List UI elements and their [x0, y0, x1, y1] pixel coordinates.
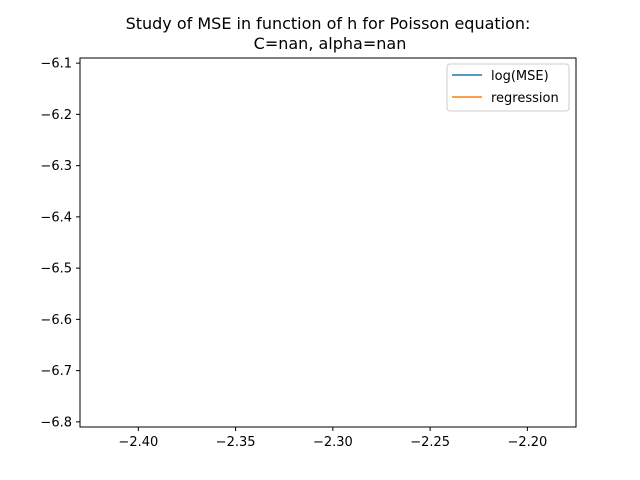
- legend-label-regression: regression: [491, 91, 559, 106]
- y-tick-label: −6.3: [40, 159, 72, 174]
- legend-label-log-mse: log(MSE): [491, 69, 549, 84]
- y-tick-label: −6.1: [40, 57, 72, 72]
- plot-frame: [79, 57, 577, 428]
- x-tick-label: −2.20: [507, 435, 547, 450]
- y-tick-label: −6.7: [40, 364, 72, 379]
- y-axis-ticks: −6.1 −6.2 −6.3 −6.4 −6.5 −6.6 −6.7 −6.8: [40, 57, 80, 430]
- chart-title-line-2: C=nan, alpha=nan: [254, 34, 407, 53]
- x-tick-label: −2.40: [118, 435, 158, 450]
- y-tick-label: −6.2: [40, 108, 72, 123]
- x-tick-label: −2.30: [313, 435, 353, 450]
- y-tick-label: −6.8: [40, 415, 72, 430]
- y-tick-label: −6.4: [40, 210, 72, 225]
- legend: log(MSE) regression: [446, 63, 570, 112]
- x-tick-label: −2.35: [216, 435, 256, 450]
- chart-title-line-1: Study of MSE in function of h for Poisso…: [126, 14, 531, 33]
- x-tick-label: −2.25: [410, 435, 450, 450]
- y-tick-label: −6.6: [40, 313, 72, 328]
- y-tick-label: −6.5: [40, 262, 72, 277]
- x-axis-ticks: −2.40 −2.35 −2.30 −2.25 −2.20: [118, 427, 547, 450]
